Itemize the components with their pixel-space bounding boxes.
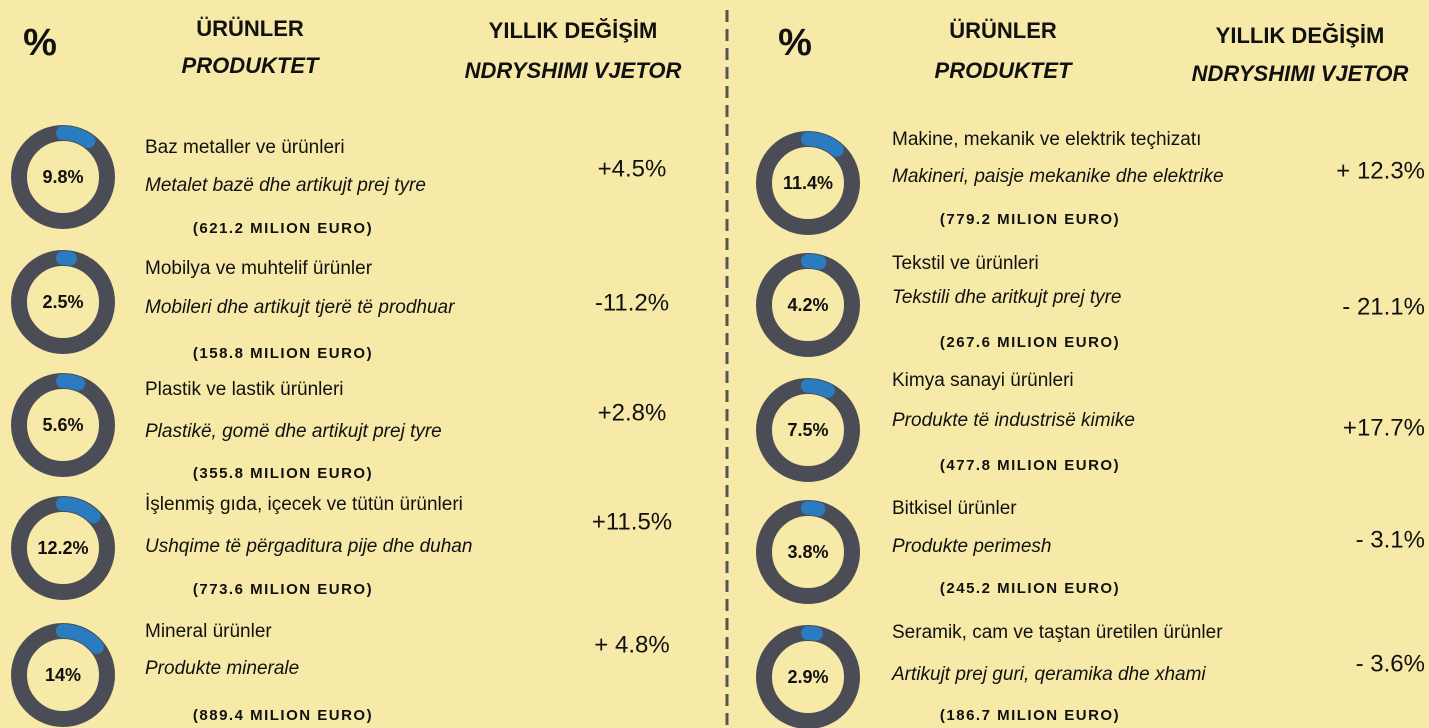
donut-label: 7.5% — [787, 420, 828, 440]
percent-header: % — [778, 22, 812, 64]
change-header: NDRYSHIMI VJETOR — [465, 58, 682, 83]
amount: (779.2 MILION EURO) — [940, 211, 1120, 228]
amount: (773.6 MILION EURO) — [193, 581, 373, 598]
change: +17.7% — [1343, 414, 1425, 441]
amount: (158.8 MILION EURO) — [193, 345, 373, 362]
donut-arc — [801, 501, 826, 517]
donut-label: 4.2% — [787, 295, 828, 315]
name-sq: Plastikë, gomë dhe artikujt prej tyre — [145, 421, 442, 442]
donut-arc — [56, 374, 86, 391]
name-sq: Produkte të industrisë kimike — [892, 410, 1135, 431]
donut-arc — [801, 254, 827, 270]
amount: (889.4 MILION EURO) — [193, 707, 373, 724]
change: + 4.8% — [594, 631, 669, 658]
donut-arc — [801, 626, 823, 641]
name-tr: Seramik, cam ve taştan üretilen ürünler — [892, 622, 1223, 643]
amount: (477.8 MILION EURO) — [940, 457, 1120, 474]
products-header: ÜRÜNLER — [949, 18, 1057, 43]
change-header: YILLIK DEĞİŞİM — [489, 18, 658, 43]
name-tr: Makine, mekanik ve elektrik teçhizatı — [892, 129, 1201, 150]
change: -11.2% — [595, 289, 669, 316]
change: - 3.6% — [1356, 650, 1425, 677]
amount: (621.2 MILION EURO) — [193, 220, 373, 237]
name-tr: Tekstil ve ürünleri — [892, 253, 1039, 274]
name-tr: Mobilya ve muhtelif ürünler — [145, 258, 373, 279]
change: - 3.1% — [1356, 526, 1425, 553]
donut-label: 3.8% — [787, 542, 828, 562]
donut-label: 14% — [45, 665, 81, 685]
name-sq: Tekstili dhe aritkujt prej tyre — [892, 287, 1122, 308]
name-tr: Bitkisel ürünler — [892, 498, 1017, 519]
amount: (186.7 MILION EURO) — [940, 707, 1120, 724]
name-tr: Plastik ve lastik ürünleri — [145, 379, 344, 400]
name-sq: Makineri, paisje mekanike dhe elektrike — [892, 166, 1224, 187]
name-sq: Produkte perimesh — [892, 536, 1051, 557]
name-sq: Produkte minerale — [145, 658, 299, 679]
donut-label: 12.2% — [37, 538, 88, 558]
donut-label: 11.4% — [783, 173, 833, 193]
change: +2.8% — [598, 399, 667, 426]
name-sq: Ushqime të përgaditura pije dhe duhan — [145, 536, 472, 557]
donut-arc — [56, 251, 77, 266]
name-tr: İşlenmiş gıda, içecek ve tütün ürünleri — [145, 494, 463, 515]
amount: (355.8 MILION EURO) — [193, 465, 373, 482]
change-header: YILLIK DEĞİŞİM — [1216, 23, 1385, 48]
name-tr: Kimya sanayi ürünleri — [892, 370, 1074, 391]
name-tr: Baz metaller ve ürünleri — [145, 137, 345, 158]
change: + 12.3% — [1336, 157, 1425, 184]
name-tr: Mineral ürünler — [145, 621, 272, 642]
change: +11.5% — [592, 508, 672, 535]
change: +4.5% — [598, 155, 667, 182]
name-sq: Artikujt prej guri, qeramika dhe xhami — [891, 664, 1206, 685]
donut-arc — [56, 497, 101, 524]
change: - 21.1% — [1342, 293, 1425, 320]
amount: (267.6 MILION EURO) — [940, 334, 1120, 351]
donut-arc — [801, 379, 835, 398]
donut-label: 9.8% — [42, 167, 83, 187]
change-header: NDRYSHIMI VJETOR — [1192, 61, 1409, 86]
amount: (245.2 MILION EURO) — [940, 580, 1120, 597]
name-sq: Mobileri dhe artikujt tjerë të prodhuar — [145, 297, 455, 318]
percent-header: % — [23, 22, 57, 64]
donut-arc — [56, 126, 96, 149]
name-sq: Metalet bazë dhe artikujt prej tyre — [145, 175, 426, 196]
donut-label: 5.6% — [42, 415, 83, 435]
products-header: PRODUKTET — [182, 53, 320, 78]
donut-arc — [801, 132, 844, 157]
donut-label: 2.9% — [787, 667, 828, 687]
products-header: ÜRÜNLER — [196, 16, 304, 41]
donut-label: 2.5% — [42, 292, 83, 312]
donut-arc — [56, 624, 104, 654]
products-header: PRODUKTET — [935, 58, 1073, 83]
